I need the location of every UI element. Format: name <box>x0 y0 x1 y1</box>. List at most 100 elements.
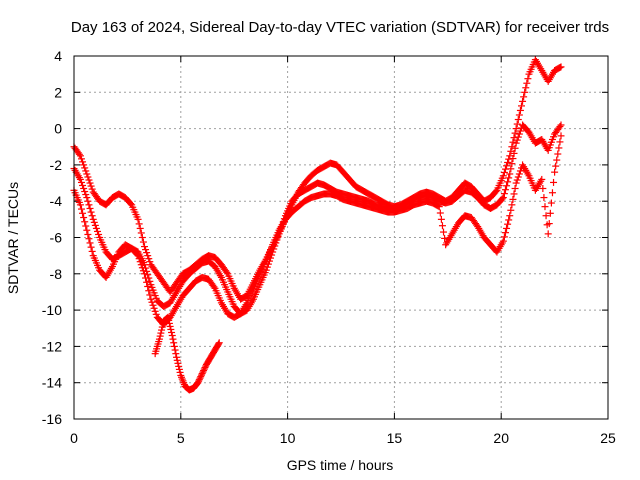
data-point-interp <box>511 144 519 152</box>
data-point <box>557 63 565 71</box>
data-point <box>435 203 443 211</box>
data-point-interp <box>86 179 94 187</box>
data-point-interp <box>539 184 547 192</box>
data-point-interp <box>84 197 92 205</box>
data-point <box>557 132 565 140</box>
data-point-interp <box>88 247 96 255</box>
data-point <box>89 215 97 223</box>
data-point <box>164 313 172 321</box>
data-point-interp <box>505 216 513 224</box>
data-point <box>198 370 206 378</box>
data-point-interp <box>196 374 204 382</box>
data-point-interp <box>524 75 532 83</box>
x-tick-label: 15 <box>387 430 403 446</box>
data-point-interp <box>498 195 506 203</box>
data-point-interp <box>199 368 207 376</box>
data-point <box>140 243 148 251</box>
data-point-interp <box>95 230 103 238</box>
data-point-interp <box>80 161 88 169</box>
data-point-interp <box>542 212 550 220</box>
data-point <box>499 194 507 202</box>
data-point <box>76 152 84 160</box>
data-point-interp <box>513 136 521 144</box>
data-point-interp <box>437 215 445 223</box>
data-point-interp <box>541 203 549 211</box>
data-point-interp <box>556 122 564 130</box>
data-point <box>134 215 142 223</box>
data-point-interp <box>165 319 173 327</box>
data-layer <box>70 56 565 394</box>
data-point-interp <box>85 201 93 209</box>
data-point <box>512 139 520 147</box>
data-point-interp <box>175 362 183 370</box>
data-point-interp <box>504 178 512 186</box>
data-point-interp <box>547 199 555 207</box>
data-point-interp <box>510 190 518 198</box>
data-point-interp <box>513 120 521 128</box>
data-point <box>557 121 565 129</box>
y-axis-label: SDTVAR / TECUs <box>5 182 21 294</box>
data-point <box>551 168 559 176</box>
data-point-interp <box>515 111 523 119</box>
data-point <box>512 179 520 187</box>
series-track-b <box>70 121 565 318</box>
data-point-interp <box>165 316 173 324</box>
data-point-interp <box>159 320 167 328</box>
data-point-interp <box>440 228 448 236</box>
data-point-interp <box>79 181 87 189</box>
data-point-interp <box>503 182 511 190</box>
data-point-interp <box>436 209 444 217</box>
data-point-interp <box>133 250 141 258</box>
data-point-interp <box>200 367 208 375</box>
data-point-interp <box>151 307 159 315</box>
data-point <box>173 353 181 361</box>
data-point-interp <box>505 155 513 163</box>
chart-title: Day 163 of 2024, Sidereal Day-to-day VTE… <box>71 19 609 36</box>
data-point <box>83 170 91 178</box>
tick-layer: 0 5 10 15 20 25 -16 -14 -12 -10 -8 -6 -4 -2 0 2 4 <box>42 48 616 446</box>
data-point-interp <box>82 167 90 175</box>
data-point-interp <box>507 165 515 173</box>
data-point-interp <box>267 254 275 262</box>
data-point-interp <box>91 221 99 229</box>
data-point-interp <box>79 209 87 217</box>
data-point-interp <box>195 376 203 384</box>
y-tick-label: -8 <box>50 266 63 282</box>
data-point <box>506 170 514 178</box>
data-point-interp <box>548 189 556 197</box>
data-point-interp <box>169 335 177 343</box>
y-tick-label: -10 <box>42 302 62 318</box>
data-point-interp <box>152 310 160 318</box>
x-tick-label: 5 <box>177 430 185 446</box>
data-point <box>155 335 163 343</box>
data-point-interp <box>508 201 516 209</box>
data-point-interp <box>554 150 562 158</box>
data-point <box>83 226 91 234</box>
data-point <box>499 237 507 245</box>
data-point-interp <box>507 206 515 214</box>
data-point-interp <box>195 377 203 385</box>
data-point-interp <box>86 204 94 212</box>
data-point-interp <box>79 158 87 166</box>
data-point-interp <box>170 339 178 347</box>
y-tick-label: -2 <box>50 157 63 173</box>
data-point-interp <box>223 268 231 276</box>
data-point-interp <box>80 184 88 192</box>
data-point <box>140 270 148 278</box>
data-point-interp <box>82 222 90 230</box>
data-point-interp <box>81 188 89 196</box>
data-point-interp <box>517 102 525 110</box>
grid-layer <box>74 56 608 419</box>
data-point-interp <box>201 364 209 372</box>
data-point <box>512 125 520 133</box>
data-point-interp <box>84 230 92 238</box>
x-tick-label: 20 <box>493 430 509 446</box>
data-point-interp <box>556 138 564 146</box>
data-point-interp <box>515 130 523 138</box>
data-point-interp <box>514 116 522 124</box>
data-point-interp <box>200 365 208 373</box>
x-tick-label: 10 <box>280 430 296 446</box>
x-axis-label: GPS time / hours <box>287 457 394 473</box>
data-point-interp <box>210 283 218 291</box>
data-point-interp <box>505 174 513 182</box>
